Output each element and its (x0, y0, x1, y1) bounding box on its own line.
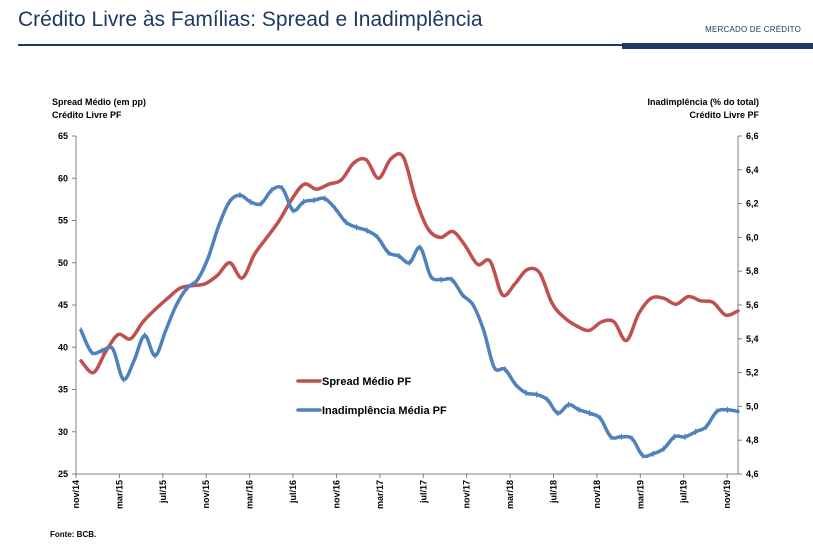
section-label: MERCADO DE CRÉDITO (705, 25, 801, 34)
x-tick-label: mar/15 (114, 480, 124, 509)
header-divider (18, 44, 813, 46)
source-note: Fonte: BCB. (50, 530, 97, 539)
legend-spread-label: Spread Médio PF (322, 376, 412, 388)
left-tick-label: 30 (58, 427, 68, 437)
x-tick-label: nov/15 (201, 480, 211, 509)
left-tick-label: 65 (58, 131, 68, 141)
x-tick-label: nov/14 (71, 480, 81, 509)
right-tick-label: 5,6 (746, 300, 759, 310)
x-tick-label: mar/17 (375, 480, 385, 509)
left-tick-label: 55 (58, 216, 68, 226)
left-tick-label: 50 (58, 258, 68, 268)
left-tick-label: 40 (58, 342, 68, 352)
right-tick-label: 5,2 (746, 368, 759, 378)
right-tick-label: 5,0 (746, 401, 759, 411)
right-axis-title: Inadimplência (% do total) Crédito Livre… (647, 96, 759, 122)
left-tick-label: 45 (58, 300, 68, 310)
x-tick-label: jul/15 (158, 480, 168, 504)
x-tick-label: jul/16 (288, 480, 298, 504)
x-tick-label: nov/18 (592, 480, 602, 509)
right-tick-label: 5,8 (746, 266, 759, 276)
x-tick-label: jul/18 (549, 480, 559, 504)
x-tick-label: jul/19 (679, 480, 689, 504)
left-tick-label: 60 (58, 173, 68, 183)
right-tick-label: 5,4 (746, 334, 759, 344)
header-divider-accent (622, 43, 813, 49)
right-tick-label: 4,6 (746, 469, 759, 479)
x-tick-label: mar/19 (635, 480, 645, 509)
right-tick-label: 6,2 (746, 199, 759, 209)
left-tick-label: 25 (58, 469, 68, 479)
x-tick-label: jul/17 (418, 480, 428, 504)
x-tick-label: nov/16 (331, 480, 341, 509)
right-axis-title-line2: Crédito Livre PF (689, 110, 759, 120)
page-title: Crédito Livre às Famílias: Spread e Inad… (18, 8, 483, 31)
right-tick-label: 4,8 (746, 435, 759, 445)
x-tick-label: nov/19 (722, 480, 732, 509)
right-tick-label: 6,6 (746, 131, 759, 141)
x-tick-label: mar/16 (245, 480, 255, 509)
right-tick-label: 6,0 (746, 232, 759, 242)
left-tick-label: 35 (58, 385, 68, 395)
left-axis-title-line1: Spread Médio (em pp) (52, 97, 147, 107)
x-tick-label: nov/17 (462, 480, 472, 509)
x-tick-label: mar/18 (505, 480, 515, 509)
left-axis-title-line2: Crédito Livre PF (52, 110, 122, 120)
right-axis-title-line1: Inadimplência (% do total) (647, 97, 759, 107)
left-axis-title: Spread Médio (em pp) Crédito Livre PF (52, 96, 146, 122)
right-tick-label: 6,4 (746, 165, 759, 175)
legend-inadimplencia-label: Inadimplência Média PF (322, 405, 447, 417)
